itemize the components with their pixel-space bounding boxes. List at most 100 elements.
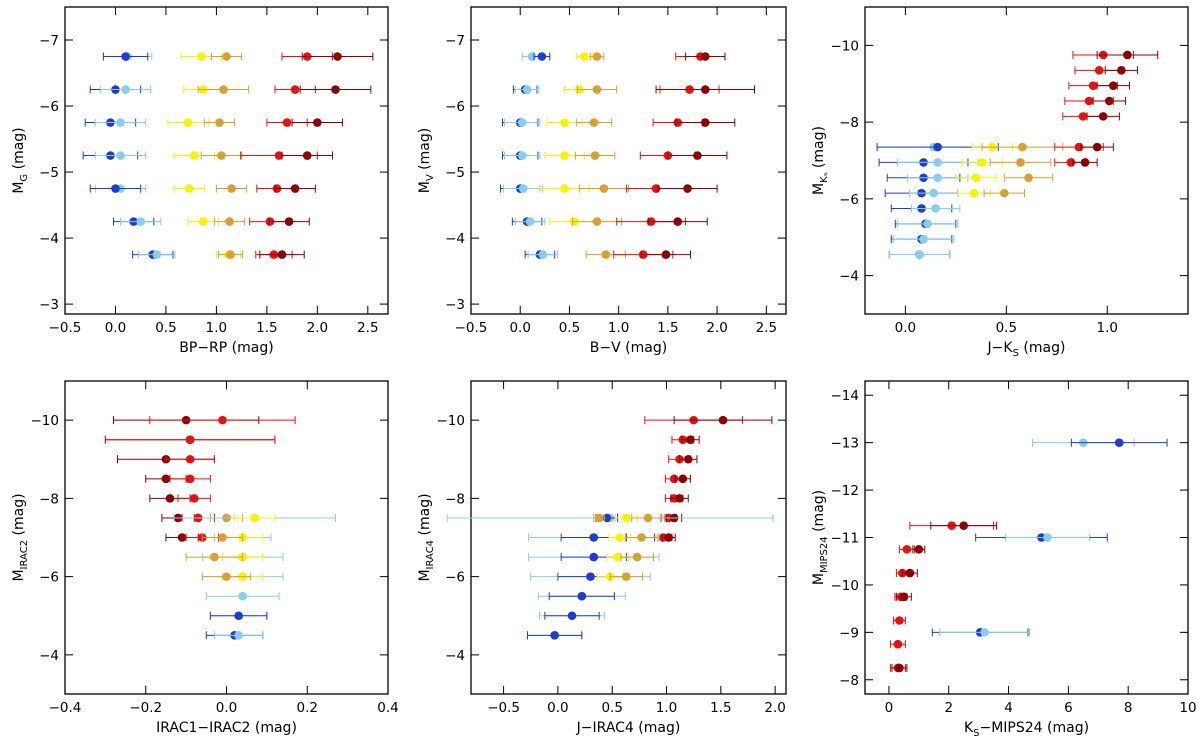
point-marker xyxy=(971,173,981,183)
y-axis-label: MG (mag) xyxy=(11,127,30,193)
x-tick-label: −0.5 xyxy=(487,700,520,716)
y-axis-label: MIRAC4 (mag) xyxy=(417,493,436,581)
point-marker xyxy=(914,545,924,554)
point-marker xyxy=(615,533,625,542)
data-point-cyan xyxy=(94,151,147,160)
data-point-yellow xyxy=(167,118,209,127)
data-point-darkred xyxy=(895,592,912,602)
point-marker xyxy=(290,85,300,94)
data-point-darkred xyxy=(1104,66,1139,75)
y-axis-label-main: M xyxy=(417,569,433,581)
panel-j-ks-vs-mks: 0.0 0.5 1.0−4−6−8−10J−KS (mag)MKₛ (mag) xyxy=(811,6,1189,359)
point-marker xyxy=(1104,96,1114,106)
point-marker xyxy=(895,616,904,625)
x-tick-label: 0.0 xyxy=(895,320,916,336)
y-axis-label-main: M xyxy=(11,182,27,194)
y-tick-label: −4 xyxy=(39,231,59,247)
data-point-cyan xyxy=(888,250,951,259)
x-tick-label: 0.0 xyxy=(105,320,126,336)
point-marker xyxy=(1084,96,1094,106)
data-point-blue xyxy=(1070,438,1168,447)
data-point-cyan xyxy=(94,118,147,127)
point-marker xyxy=(661,250,671,259)
data-point-cyan xyxy=(514,217,546,226)
x-axis-label: B−V (mag) xyxy=(590,340,667,356)
x-tick-label: 0.0 xyxy=(509,320,530,336)
data-point-darkred xyxy=(661,533,676,542)
point-marker xyxy=(622,572,631,581)
x-axis-label-unit: (mag) xyxy=(634,720,680,736)
y-tick-label: −5 xyxy=(445,165,465,181)
point-marker xyxy=(225,217,234,226)
point-marker xyxy=(210,552,219,562)
plot-frame xyxy=(864,6,1189,315)
data-point-darkred xyxy=(667,151,728,160)
y-axis-label-sub: IRAC4 xyxy=(425,540,436,570)
data-point-cyan xyxy=(120,217,162,226)
data-point-cyan xyxy=(503,118,541,127)
x-axis-label-main: K xyxy=(964,720,974,736)
point-marker xyxy=(198,217,208,226)
data-point-darkred xyxy=(681,435,700,444)
x-tick-label: −0.5 xyxy=(455,320,488,336)
data-point-blue xyxy=(544,611,600,621)
y-tick-label: −10 xyxy=(31,413,60,429)
data-point-darkred xyxy=(901,568,918,578)
point-marker xyxy=(592,217,602,226)
point-marker xyxy=(525,217,535,226)
x-axis-label: IRAC1−IRAC2 (mag) xyxy=(156,720,297,736)
data-point-darkred xyxy=(675,118,736,127)
x-tick-label: 1.5 xyxy=(710,700,731,716)
x-tick-label: 8 xyxy=(1124,700,1133,716)
point-marker xyxy=(933,173,942,183)
x-axis-label-unit: (mag) xyxy=(250,720,296,736)
point-marker xyxy=(218,415,227,425)
data-point-gold xyxy=(200,151,243,160)
data-point-darkred xyxy=(679,454,698,464)
y-tick-label: −9 xyxy=(839,625,859,641)
data-point-gold xyxy=(983,188,1025,198)
y-tick-label: −6 xyxy=(39,99,59,115)
data-point-darkred xyxy=(685,52,726,61)
data-point-red xyxy=(149,415,296,425)
point-marker xyxy=(177,533,187,542)
data-point-gold xyxy=(201,572,252,581)
x-tick-label: −0.2 xyxy=(129,700,162,716)
panel-bp-rp-vs-mg: −0.5 0.0 0.5 1.0 1.5 2.0 2.5 −3 −4 −5 −6 −7 BP−RP (m… xyxy=(11,6,389,356)
point-marker xyxy=(919,234,928,244)
data-point-darkred xyxy=(145,474,187,484)
point-marker xyxy=(518,184,528,193)
data-point-cyan xyxy=(138,250,176,259)
point-marker xyxy=(161,474,171,484)
data-point-cyan xyxy=(892,234,955,244)
point-marker xyxy=(116,118,125,127)
data-point-gold xyxy=(575,118,613,127)
x-tick-label: 1.5 xyxy=(657,320,678,336)
point-marker xyxy=(905,568,915,578)
point-marker xyxy=(933,142,942,152)
y-axis-label-main: M xyxy=(811,183,827,195)
y-tick-label: −10 xyxy=(831,38,860,54)
data-point-gold xyxy=(215,184,248,193)
y-axis-label-unit: (mag) xyxy=(11,493,27,539)
point-marker xyxy=(185,474,195,484)
data-point-cyan xyxy=(502,184,544,193)
data-point-darkred xyxy=(259,250,305,259)
x-axis-label: KS−MIPS24 (mag) xyxy=(964,720,1089,739)
point-marker xyxy=(522,85,532,94)
point-marker xyxy=(234,631,243,640)
point-marker xyxy=(111,184,120,193)
point-marker xyxy=(895,663,904,673)
point-marker xyxy=(1018,142,1027,152)
y-axis-label-unit: (mag) xyxy=(417,493,433,539)
point-marker xyxy=(136,217,146,226)
point-marker xyxy=(601,250,611,259)
plot-frame xyxy=(64,6,389,315)
point-marker xyxy=(277,250,287,259)
point-marker xyxy=(590,151,600,160)
data-point-gold xyxy=(593,513,606,523)
point-marker xyxy=(1117,66,1126,75)
y-tick-label: −4 xyxy=(445,648,465,664)
y-tick-label: −11 xyxy=(831,531,860,547)
point-marker xyxy=(1109,81,1118,90)
